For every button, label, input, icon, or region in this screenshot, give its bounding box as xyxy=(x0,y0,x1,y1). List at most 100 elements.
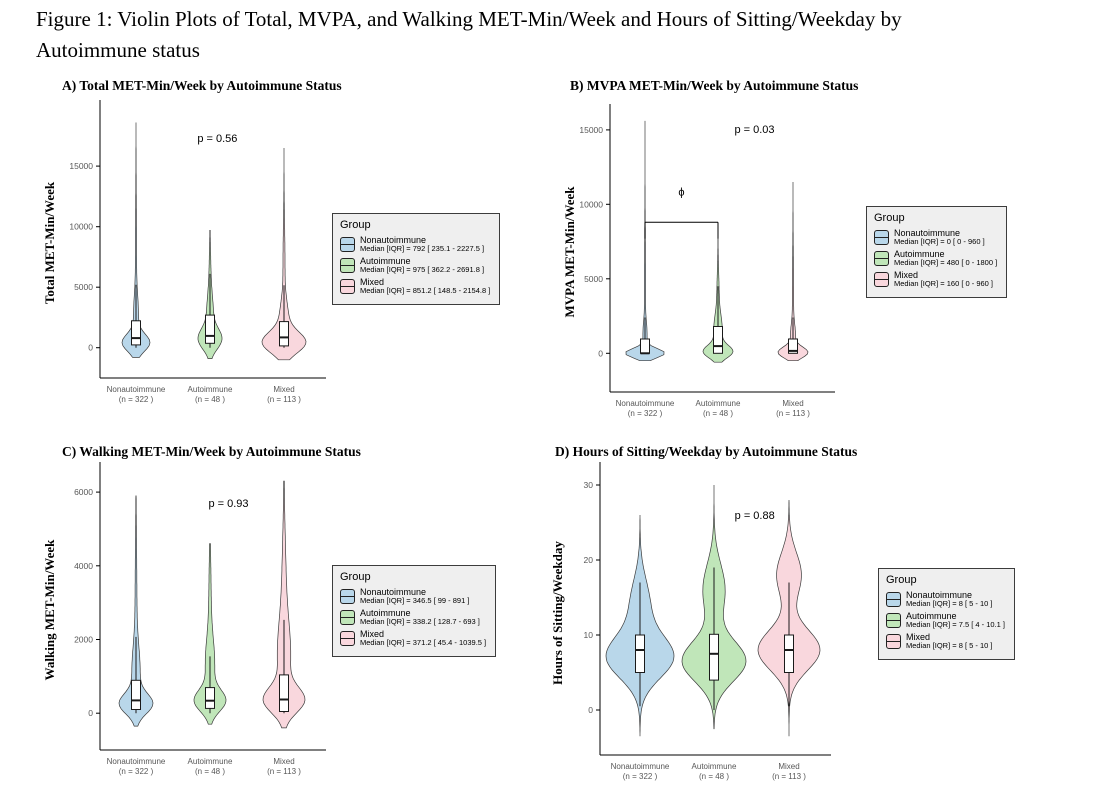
p-value-label: p = 0.56 xyxy=(197,133,237,145)
x-category-n: (n = 322 ) xyxy=(623,772,658,781)
swatch-median-line xyxy=(875,237,888,239)
legend-item-mixed: Mixed Median [IQR] = 8 [ 5 - 10 ] xyxy=(886,632,1005,651)
legend-swatch-nonautoimmune xyxy=(340,236,355,252)
legend-label: Mixed xyxy=(894,269,919,280)
x-category-n: (n = 113 ) xyxy=(267,767,301,776)
boxplot-mixed xyxy=(279,674,289,712)
violin-plot-total: 0 5000 10000 15000 Total MET-Min/Week Nonauto… xyxy=(42,100,326,404)
legend-swatch-mixed xyxy=(340,630,355,646)
x-category-n: (n = 322 ) xyxy=(119,395,154,404)
y-tick-label: 0 xyxy=(88,708,93,718)
legend-stat: Median [IQR] = 8 [ 5 - 10 ] xyxy=(906,599,993,609)
legend-stat: Median [IQR] = 160 [ 0 - 960 ] xyxy=(894,279,994,289)
swatch-median-line xyxy=(875,279,888,281)
swatch-median-line xyxy=(341,638,354,640)
legend-title: Group xyxy=(886,574,917,586)
boxplot-autoimmune xyxy=(205,314,215,344)
legend-stat: Median [IQR] = 480 [ 0 - 1800 ] xyxy=(894,258,998,268)
panel-mvpa-met: B) MVPA MET-Min/Week by Autoimmune Statu… xyxy=(560,78,1106,446)
swatch-median-line xyxy=(341,265,354,267)
y-tick-label: 0 xyxy=(588,705,593,715)
x-category-n: (n = 113 ) xyxy=(267,395,301,404)
legend-stat: Median [IQR] = 0 [ 0 - 960 ] xyxy=(894,237,985,247)
legend-swatch-autoimmune xyxy=(340,609,355,625)
x-category-n: (n = 113 ) xyxy=(772,772,806,781)
legend-title: Group xyxy=(340,219,371,231)
legend-label: Nonautoimmune xyxy=(360,235,427,245)
violin-autoimmune xyxy=(193,543,227,725)
x-category-n: (n = 48 ) xyxy=(195,767,225,776)
p-value-label: p = 0.93 xyxy=(208,498,248,510)
y-tick-label: 10000 xyxy=(69,222,93,232)
legend-item-autoimmune: Autoimmune Median [IQR] = 480 [ 0 - 1800 … xyxy=(874,249,997,268)
y-axis-title: Total MET-Min/Week xyxy=(42,181,57,304)
legend-item-mixed: Mixed Median [IQR] = 371.2 [ 45.4 - 1039.… xyxy=(340,629,486,648)
y-tick-label: 15000 xyxy=(69,161,93,171)
legend-swatch-nonautoimmune xyxy=(340,588,355,604)
figure-title: Figure 1: Violin Plots of Total, MVPA, a… xyxy=(36,7,902,62)
legend-swatch-nonautoimmune xyxy=(874,229,889,245)
violin-nonautoimmune xyxy=(625,120,665,362)
legend-stat: Median [IQR] = 975 [ 362.2 - 2691.8 ] xyxy=(360,265,485,275)
legend-item-autoimmune: Autoimmune Median [IQR] = 7.5 [ 4 - 10.1 … xyxy=(886,611,1005,630)
boxplot-mixed xyxy=(788,338,798,354)
x-category-n: (n = 48 ) xyxy=(703,409,733,418)
x-category-n: (n = 322 ) xyxy=(119,767,154,776)
y-tick-label: 0 xyxy=(88,343,93,353)
boxplot-nonautoimmune xyxy=(635,634,645,673)
legend-stat: Median [IQR] = 346.5 [ 99 - 891 ] xyxy=(360,596,470,606)
boxplot-mixed xyxy=(279,321,289,347)
boxplot-nonautoimmune xyxy=(640,338,650,354)
legend-item-nonautoimmune: Nonautoimmune Median [IQR] = 792 [ 235.1 … xyxy=(340,235,490,254)
swatch-median-line xyxy=(341,244,354,246)
legend-stat: Median [IQR] = 7.5 [ 4 - 10.1 ] xyxy=(906,620,1006,630)
legend-item-mixed: Mixed Median [IQR] = 160 [ 0 - 960 ] xyxy=(874,270,997,289)
x-category-label: Autoimmune xyxy=(188,757,233,766)
legend-sitting: Group Nonautoimmune Median [IQR] = 8 [ 5 -… xyxy=(878,568,1016,660)
violin-mixed xyxy=(777,182,809,362)
violin-nonautoimmune xyxy=(121,122,151,358)
boxplot-mixed xyxy=(784,634,794,673)
violin-plot-mvpa: 0 5000 10000 15000 MVPA MET-Min/Week Nonautoi… xyxy=(562,104,835,418)
y-tick-label: 10 xyxy=(584,630,594,640)
x-category-label: Mixed xyxy=(778,762,799,771)
x-category-label: Mixed xyxy=(273,385,294,394)
y-tick-label: 30 xyxy=(584,480,594,490)
x-category-label: Autoimmune xyxy=(692,762,737,771)
x-category-label: Mixed xyxy=(273,757,294,766)
legend-item-autoimmune: Autoimmune Median [IQR] = 975 [ 362.2 - 2… xyxy=(340,256,490,275)
legend-stat: Median [IQR] = 851.2 [ 148.5 - 2154.8 ] xyxy=(360,286,491,296)
y-tick-label: 0 xyxy=(598,348,603,358)
legend-item-nonautoimmune: Nonautoimmune Median [IQR] = 0 [ 0 - 960 … xyxy=(874,228,997,247)
y-tick-label: 15000 xyxy=(579,125,603,135)
panel-b-title: B) MVPA MET-Min/Week by Autoimmune Statu… xyxy=(570,78,859,93)
swatch-median-line xyxy=(887,620,900,622)
x-category-label: Nonautoimmune xyxy=(107,757,166,766)
legend-stat: Median [IQR] = 792 [ 235.1 - 2227.5 ] xyxy=(360,244,485,254)
legend-label: Mixed xyxy=(906,631,931,642)
x-category-label: Autoimmune xyxy=(696,399,741,408)
legend-swatch-autoimmune xyxy=(874,250,889,266)
swatch-median-line xyxy=(341,596,354,598)
y-tick-label: 5000 xyxy=(74,282,93,292)
p-value-label: p = 0.88 xyxy=(735,510,775,522)
x-category-label: Nonautoimmune xyxy=(107,385,166,394)
legend-stat: Median [IQR] = 371.2 [ 45.4 - 1039.5 ] xyxy=(360,638,487,648)
y-tick-label: 20 xyxy=(584,555,594,565)
legend-label: Autoimmune xyxy=(906,610,957,621)
y-tick-label: 10000 xyxy=(579,199,603,209)
x-category-label: Mixed xyxy=(782,399,803,408)
y-axis-title: Hours of Sitting/Weekday xyxy=(550,541,565,685)
legend-label: Autoimmune xyxy=(894,248,945,259)
swatch-median-line xyxy=(341,617,354,619)
legend-label: Autoimmune xyxy=(360,255,411,266)
legend-mvpa: Group Nonautoimmune Median [IQR] = 0 [ 0 -… xyxy=(866,206,1008,298)
x-category-label: Nonautoimmune xyxy=(611,762,670,771)
legend-label: Mixed xyxy=(360,628,385,639)
y-axis-title: MVPA MET-Min/Week xyxy=(562,186,577,318)
x-category-n: (n = 113 ) xyxy=(776,409,810,418)
x-category-n: (n = 48 ) xyxy=(699,772,729,781)
x-category-label: Nonautoimmune xyxy=(616,399,675,408)
legend-title: Group xyxy=(874,212,905,224)
